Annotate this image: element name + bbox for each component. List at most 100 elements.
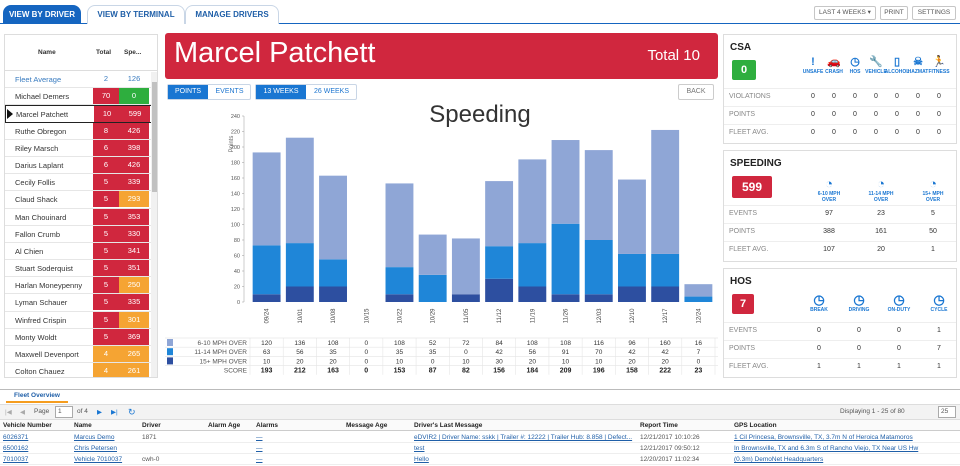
grid-col-header[interactable]: GPS Location [734, 422, 777, 429]
grid-cell[interactable]: — [256, 434, 263, 441]
fleet-overview-tab[interactable]: Fleet Overview [6, 392, 68, 403]
bar-segment [385, 183, 414, 268]
prev-page-icon[interactable]: ◀ [20, 409, 25, 416]
row-label: FLEET AVG. [729, 246, 769, 253]
x-tick-label: 09/24 [265, 308, 271, 324]
points-toggle[interactable]: POINTS [168, 85, 208, 99]
grid-row[interactable]: 6500162 Chris Petersen — test 12/21/2017 09:… [0, 443, 960, 454]
grid-col-header[interactable]: Vehicle Number [3, 422, 52, 429]
grid-col-header[interactable]: Alarms [256, 422, 279, 429]
13-weeks-toggle[interactable]: 13 WEEKS [256, 85, 306, 99]
csa-title: CSA [730, 42, 752, 53]
grid-col-header[interactable]: Driver's Last Message [414, 422, 483, 429]
panel-row: FLEET AVG. 1 1 1 1 [724, 358, 956, 375]
grid-row[interactable]: 7010037 Vehicle 7010037 cwh-0 — Hello 12/20/2… [0, 454, 960, 465]
grid-cell[interactable]: eDVIR2 | Driver Name: sskk | Trailer #: … [414, 434, 633, 441]
driver-row[interactable]: Monty Woldt 5 369 [5, 328, 157, 346]
grid-cell[interactable]: 6026371 [3, 434, 29, 441]
bar-segment [485, 181, 514, 247]
driver-row-speeding: 339 [119, 174, 149, 191]
driver-row[interactable]: Maxwell Devenport 4 265 [5, 346, 157, 364]
grid-col-header[interactable]: Message Age [346, 422, 388, 429]
grid-cell[interactable]: Hello [414, 456, 429, 463]
driver-row[interactable]: Fallon Crumb 5 330 [5, 225, 157, 243]
x-tick-label: 11/05 [464, 308, 470, 323]
date-range-dropdown[interactable]: LAST 4 WEEKS ▾ [814, 6, 876, 20]
col-label: BREAK [810, 307, 828, 313]
page-count: of 4 [77, 408, 88, 415]
driver-row[interactable]: Colton Chauez 4 261 [5, 363, 157, 377]
driver-row-speeding: 335 [119, 294, 149, 311]
driver-row[interactable]: Marcel Patchett 10 599 [5, 105, 157, 123]
hos-badge: 7 [732, 294, 754, 314]
grid-cell[interactable]: Chris Petersen [74, 445, 117, 452]
grid-cell[interactable]: test [414, 445, 425, 452]
grid-cell[interactable]: In Brownsville, TX and 6.3m S of Rancho … [734, 445, 919, 452]
back-button[interactable]: BACK [678, 84, 714, 100]
weeks-toggle: 13 WEEKS 26 WEEKS [255, 84, 357, 100]
last-page-icon[interactable]: ▶| [111, 409, 118, 416]
row-value: 1 [817, 363, 821, 370]
driver-list-scrollbar[interactable] [151, 72, 157, 377]
tab-view-by-driver[interactable]: VIEW BY DRIVER [3, 5, 81, 24]
runner-icon: 🏃 FITNESS [922, 56, 956, 75]
grid-cell[interactable]: 7010037 [3, 456, 29, 463]
data-cell: 56 [296, 349, 304, 356]
clock-icon: ◷ HOS [838, 56, 872, 75]
events-toggle[interactable]: EVENTS [215, 88, 244, 95]
x-tick-label: 12/10 [630, 308, 636, 324]
driver-row[interactable]: Cecily Follis 5 339 [5, 174, 157, 192]
scrollbar-thumb[interactable] [152, 82, 157, 192]
driver-row[interactable]: Darius Laplant 6 426 [5, 156, 157, 175]
grid-col-header[interactable]: Report Time [640, 422, 678, 429]
grid-cell: 1871 [142, 434, 157, 441]
grid-col-header[interactable]: Driver [142, 422, 161, 429]
page-input[interactable]: 1 [55, 406, 73, 418]
grid-cell[interactable]: Marcus Demo [74, 434, 115, 441]
print-button[interactable]: PRINT [880, 6, 908, 20]
driver-row[interactable]: Harlan Moneypenny 5 250 [5, 277, 157, 295]
next-page-icon[interactable]: ▶ [97, 409, 102, 416]
per-page-input[interactable]: 25 [938, 406, 956, 418]
driver-row[interactable]: Man Chouinard 5 353 [5, 208, 157, 226]
driver-row[interactable]: Al Chien 5 341 [5, 242, 157, 261]
driver-row[interactable]: Riley Marsch 6 398 [5, 139, 157, 157]
grid-row[interactable]: 6026371 Marcus Demo 1871 — eDVIR2 | Driver N… [0, 432, 960, 443]
y-tick-label: 60 [234, 254, 240, 260]
driver-row[interactable]: Michael Demers 70 0 [5, 88, 157, 106]
grid-cell[interactable]: — [256, 445, 263, 452]
grid-col-header[interactable]: Alarm Age [208, 422, 241, 429]
legend-label: 15+ MPH OVER [199, 358, 247, 365]
row-value: 0 [897, 345, 901, 352]
tab-manage-drivers[interactable]: MANAGE DRIVERS [185, 5, 279, 24]
legend-swatch [167, 348, 173, 356]
grid-cell[interactable]: Vehicle 7010037 [74, 456, 123, 463]
grid-col-header[interactable]: Name [74, 422, 92, 429]
col-name-header[interactable]: Name [38, 49, 56, 56]
26-weeks-toggle[interactable]: 26 WEEKS [313, 88, 349, 95]
first-page-icon[interactable]: |◀ [5, 409, 12, 416]
driver-row-total: 5 [93, 242, 119, 259]
row-value: 0 [811, 111, 815, 118]
fleet-average-speeding: 126 [127, 74, 141, 83]
grid-cell[interactable]: 6500162 [3, 445, 29, 452]
row-value: 0 [937, 129, 941, 136]
driver-row[interactable]: Ruthe Obregon 8 426 [5, 122, 157, 140]
tab-view-by-terminal[interactable]: VIEW BY TERMINAL [87, 5, 185, 24]
driver-row[interactable]: Winfred Crispin 5 301 [5, 311, 157, 329]
score-cell: 82 [462, 368, 470, 375]
driver-row[interactable]: Claud Shack 5 293 [5, 191, 157, 209]
grid-cell[interactable]: — [256, 456, 263, 463]
driver-row-total: 4 [93, 363, 119, 377]
row-value: 0 [817, 327, 821, 334]
driver-row-speeding: 0 [119, 88, 149, 105]
driver-row[interactable]: Lyman Schauer 5 335 [5, 294, 157, 312]
col-total-header[interactable]: Total [96, 49, 112, 56]
col-speeding-header[interactable]: Spe... [124, 49, 142, 56]
driver-row[interactable]: Stuart Soderquist 5 351 [5, 260, 157, 278]
speeding-panel: SPEEDING 599 ◔ 6-10 MPH OVER ◔ 11-14 MPH OV… [723, 150, 957, 262]
refresh-icon[interactable]: ↻ [128, 407, 136, 417]
grid-cell[interactable]: 1 Cil Princesa, Brownsville, TX, 3.7m N … [734, 434, 913, 441]
grid-cell[interactable]: (0.3m) DemoNet Headquarters [734, 456, 824, 463]
settings-button[interactable]: SETTINGS [912, 6, 956, 20]
